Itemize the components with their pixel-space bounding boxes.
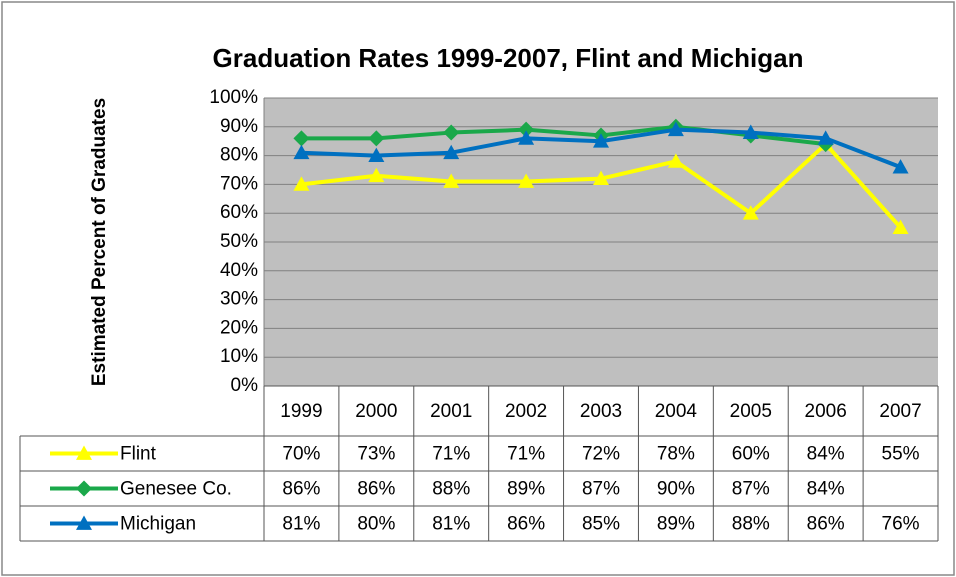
data-point	[293, 176, 310, 191]
data-point	[368, 147, 385, 162]
x-tick-label: 2001	[430, 401, 472, 422]
data-point	[593, 133, 609, 148]
y-tick-label: 50%	[220, 231, 258, 252]
x-tick-label: 2004	[655, 401, 698, 422]
data-point	[368, 167, 385, 183]
data-point	[293, 130, 310, 147]
table-value: 78%	[657, 444, 695, 465]
data-point	[443, 144, 460, 160]
table-value: 71%	[432, 444, 470, 465]
data-point	[593, 170, 609, 186]
data-point	[742, 205, 759, 220]
table-value: 87%	[582, 479, 620, 500]
y-tick-label: 80%	[220, 145, 258, 166]
legend-marker	[76, 480, 92, 497]
table-value: 55%	[882, 444, 920, 465]
data-point	[892, 219, 909, 234]
table-value: 86%	[357, 479, 395, 500]
table-value: 81%	[432, 514, 470, 535]
table-value: 73%	[357, 444, 395, 465]
table-value: 86%	[807, 514, 845, 535]
table-value: 70%	[282, 444, 320, 465]
y-tick-label: 60%	[220, 202, 258, 223]
y-tick-label: 40%	[220, 260, 258, 281]
x-tick-label: 2007	[879, 401, 921, 422]
table-value: 88%	[732, 514, 770, 535]
y-tick-label: 10%	[220, 346, 258, 367]
x-tick-label: 2000	[355, 401, 397, 422]
y-tick-label: 0%	[231, 375, 259, 396]
data-point	[667, 121, 684, 137]
legend-label: Flint	[120, 444, 157, 465]
x-tick-label: 2006	[805, 401, 847, 422]
table-value: 85%	[582, 514, 620, 535]
data-point	[443, 124, 460, 141]
table-value: 60%	[732, 444, 770, 465]
chart-title: Graduation Rates 1999-2007, Flint and Mi…	[213, 43, 804, 73]
table-value: 89%	[657, 514, 695, 535]
data-point	[293, 144, 310, 160]
data-point	[817, 130, 834, 145]
table-value: 89%	[507, 479, 545, 500]
table-value: 90%	[657, 479, 695, 500]
y-tick-label: 100%	[209, 87, 258, 108]
table-value: 76%	[882, 514, 920, 535]
table-value: 81%	[282, 514, 320, 535]
table-value: 86%	[507, 514, 545, 535]
data-point	[518, 130, 535, 145]
table-value: 86%	[282, 479, 320, 500]
table-value: 88%	[432, 479, 470, 500]
data-point	[518, 173, 535, 188]
y-axis-label: Estimated Percent of Graduates	[89, 98, 110, 386]
table-value: 71%	[507, 444, 545, 465]
legend-label: Genesee Co.	[120, 479, 232, 500]
x-tick-label: 2002	[505, 401, 547, 422]
legend-marker	[76, 445, 92, 460]
legend-label: Michigan	[120, 514, 196, 535]
table-value: 72%	[582, 444, 620, 465]
data-point	[518, 121, 535, 138]
data-point	[667, 153, 684, 168]
legend-marker	[76, 515, 92, 530]
x-tick-label: 2005	[730, 401, 772, 422]
x-tick-label: 1999	[280, 401, 322, 422]
data-point	[892, 159, 909, 174]
data-point	[368, 130, 385, 147]
y-tick-label: 90%	[220, 116, 258, 137]
y-tick-label: 70%	[220, 173, 258, 194]
table-value: 80%	[357, 514, 395, 535]
x-tick-label: 2003	[580, 401, 622, 422]
data-point	[443, 173, 460, 188]
table-value: 84%	[807, 479, 845, 500]
table-value: 87%	[732, 479, 770, 500]
table-value: 84%	[807, 444, 845, 465]
y-tick-label: 20%	[220, 317, 258, 338]
y-tick-label: 30%	[220, 289, 258, 310]
data-point	[742, 124, 759, 139]
